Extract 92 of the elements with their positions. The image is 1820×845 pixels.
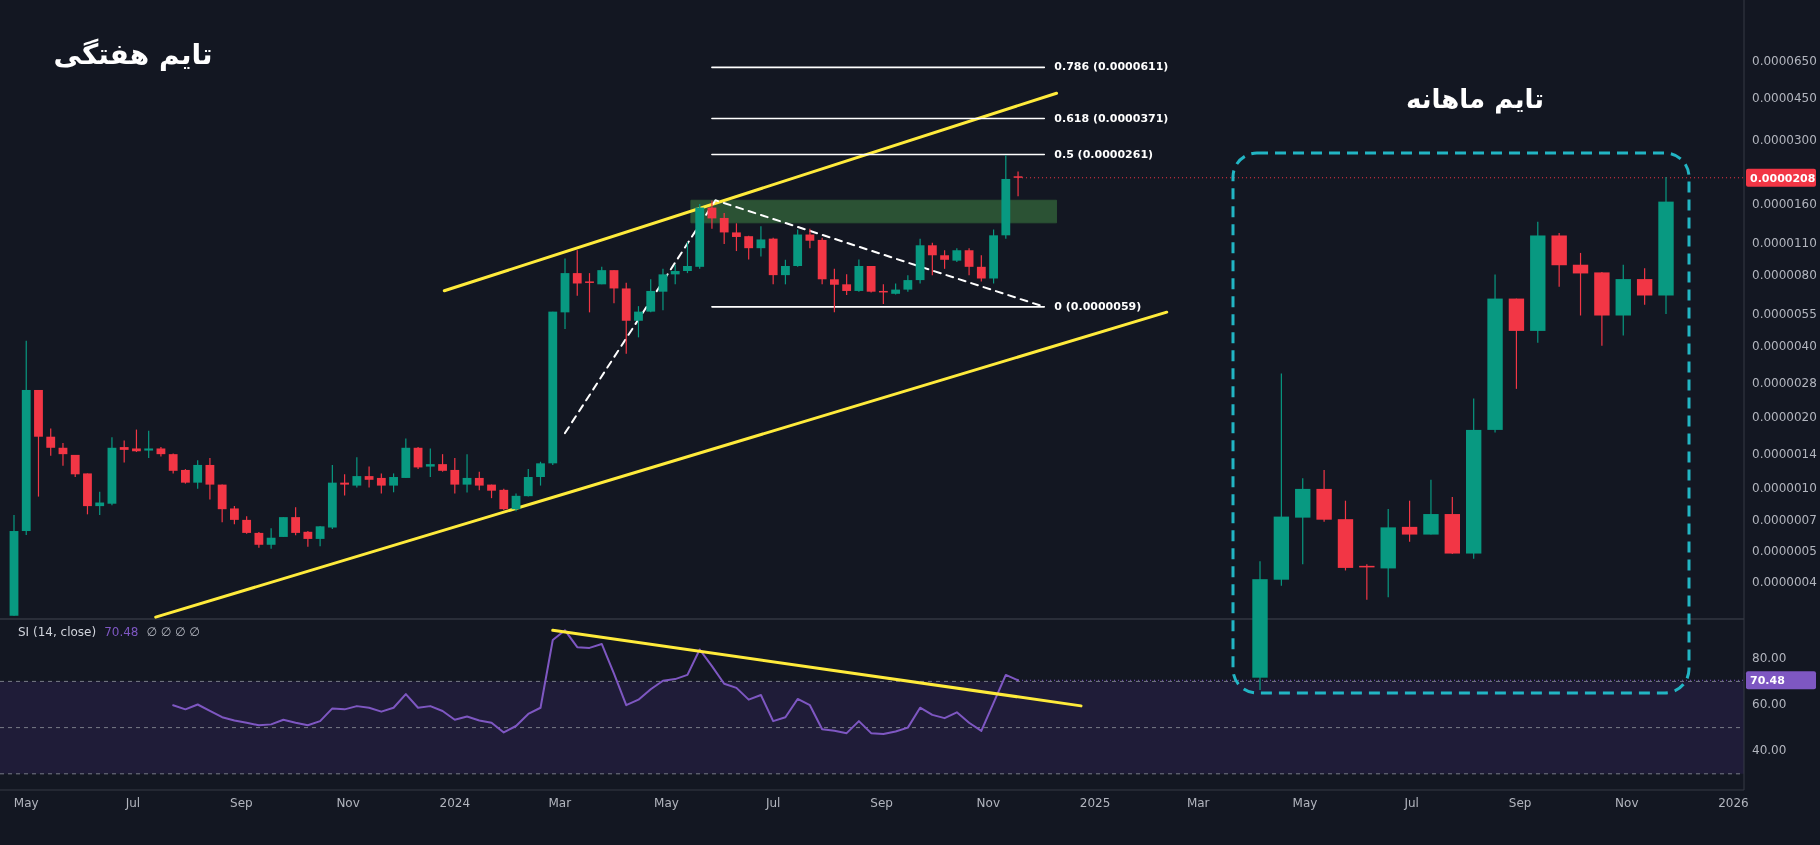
candlestick [278,516,288,538]
candlestick [646,278,656,313]
y-tick-label: 0.0000004 [1752,574,1817,589]
y-tick-label: 0.0000650 [1752,53,1817,68]
candlestick [781,259,790,285]
annotation: 70.48 [1750,674,1785,688]
candlestick [303,530,313,548]
y-tick-label: 0.0000110 [1752,235,1817,250]
x-tick-label: Jul [124,796,141,810]
x-tick-label: 2024 [439,796,471,810]
candlestick [536,461,545,487]
x-tick-label: May [1292,796,1318,810]
candlestick [425,447,435,478]
candlestick [829,268,839,313]
y-tick-label: 0.0000014 [1752,446,1817,461]
candlestick [634,305,643,338]
candlestick [168,452,178,475]
y-tick-label: 0.0000005 [1752,544,1817,559]
candlestick [670,264,680,285]
candlestick [719,212,729,245]
chart-title: تایم ماهانه [1406,84,1544,114]
x-tick-label: May [654,796,679,810]
candlestick [1401,500,1418,543]
y-tick-label: 0.0000300 [1752,132,1817,147]
candlestick [205,457,215,501]
x-tick-label: Mar [1186,796,1210,810]
candlestick [964,247,974,276]
candlestick [756,225,766,258]
candlestick [1423,479,1439,536]
candlestick [389,472,398,493]
x-tick-label: Sep [230,796,253,810]
candlestick [450,457,460,495]
candlestick [805,228,815,249]
annotation: ∅ ∅ ∅ ∅ [146,625,200,639]
candlestick [842,273,852,296]
y-tick-label: 0.0000080 [1752,268,1817,283]
y-tick-label: 0.0000055 [1752,306,1817,321]
x-tick-label: Nov [336,796,360,810]
candlestick [976,254,986,283]
candlestick [585,272,594,313]
x-tick-label: 2026 [1718,796,1749,810]
series-label: 0.5 (0.0000261) [1054,147,1154,161]
text: تایم هفتگی [53,38,213,71]
y-tick-label: 0.0000028 [1752,375,1817,390]
y-tick-label: 60.00 [1752,697,1787,711]
candlestick [291,506,301,536]
candlestick [658,268,668,311]
x-tick-label: Mar [548,796,572,810]
candlestick [940,249,949,270]
y-tick-label: 0.0000020 [1752,410,1817,425]
candlestick [119,439,129,464]
y-tick-label: 0.0000160 [1752,197,1817,212]
candlestick [523,468,533,498]
x-tick-label: Jul [1403,796,1419,810]
x-tick-label: 2025 [1079,796,1111,810]
x-tick-label: Sep [1508,796,1532,810]
y-tick-label: 40.00 [1752,743,1787,758]
series-label: 0.786 (0.0000611) [1054,60,1169,74]
series-label: 0.618 (0.0000371) [1054,111,1169,125]
candlestick [1572,252,1589,317]
candlestick [927,242,937,276]
candlestick [266,527,276,550]
y-tick-label: 0.0000007 [1752,513,1817,528]
candlestick [462,453,472,494]
candlestick [132,428,141,453]
y-tick-label: 0.0000040 [1752,339,1817,354]
candlestick [46,427,56,457]
x-tick-label: May [13,796,39,810]
candlestick [683,241,692,274]
series-label: 0 (0.0000059) [1054,299,1142,313]
candlestick [1636,267,1653,306]
candlestick [340,473,350,496]
x-tick-label: Sep [870,796,893,810]
annotation: 70.48 [104,625,139,639]
candlestick [364,465,374,489]
x-tick-label: Nov [976,796,1001,810]
candlestick [732,222,741,252]
candlestick [376,472,386,495]
y-tick-label: 0.0000450 [1752,91,1817,106]
candlestick [499,488,509,511]
candlestick [352,456,362,489]
candlestick [572,249,582,297]
x-tick-label: Nov [1615,796,1639,810]
candlestick [229,505,239,525]
x-tick-label: Jul [764,796,781,810]
y-tick-label: 0.0000010 [1752,481,1817,496]
candlestick [144,430,154,459]
candlestick [193,459,203,490]
text: SI (14, close) [18,625,97,639]
candlestick [474,471,484,491]
annotation: 0.0000208 [1750,171,1816,185]
y-tick-label: 80.00 [1752,650,1787,665]
